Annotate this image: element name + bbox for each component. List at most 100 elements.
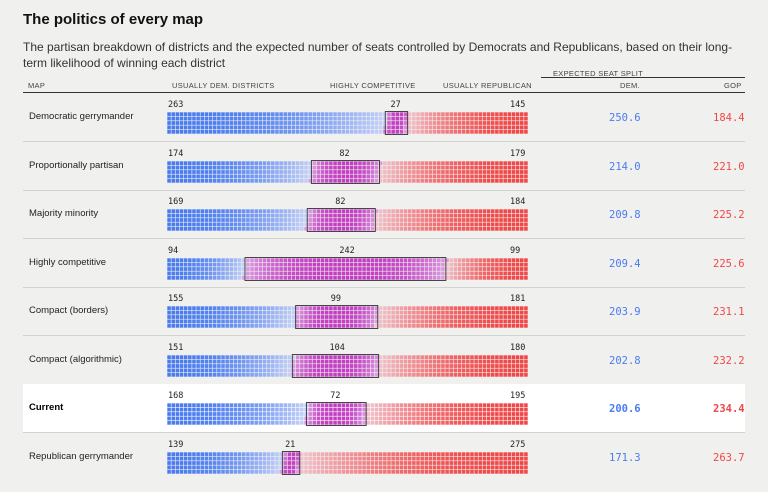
district-cell bbox=[490, 266, 495, 271]
district-cell bbox=[449, 372, 454, 377]
district-cell bbox=[308, 174, 312, 178]
district-cell bbox=[391, 174, 395, 178]
district-cell bbox=[254, 226, 258, 231]
district-cell bbox=[354, 451, 358, 456]
district-cell bbox=[478, 169, 483, 174]
district-cell bbox=[453, 129, 458, 134]
district-cell bbox=[490, 213, 495, 218]
district-cell bbox=[482, 174, 487, 178]
district-cell bbox=[378, 451, 383, 456]
district-cell bbox=[499, 112, 503, 117]
district-cell bbox=[312, 165, 317, 169]
district-cell bbox=[466, 218, 470, 222]
district-cell bbox=[524, 403, 528, 408]
district-cell bbox=[246, 359, 250, 363]
district-cell bbox=[212, 116, 217, 121]
district-cell bbox=[287, 310, 292, 315]
district-cell bbox=[453, 257, 458, 262]
district-cell bbox=[441, 275, 445, 280]
district-cell bbox=[225, 368, 229, 372]
district-cell bbox=[258, 354, 263, 359]
district-cell bbox=[424, 412, 429, 416]
district-cell bbox=[175, 129, 180, 134]
district-cell bbox=[362, 306, 366, 311]
district-cell bbox=[478, 306, 483, 311]
district-cell bbox=[387, 169, 391, 174]
district-cell bbox=[482, 271, 487, 275]
district-cell bbox=[362, 412, 366, 416]
district-cell bbox=[254, 169, 258, 174]
district-cell bbox=[499, 174, 503, 178]
district-cell bbox=[304, 125, 308, 130]
district-cell bbox=[453, 266, 458, 271]
gop-seats-value: 234.4 bbox=[713, 403, 745, 415]
district-cell bbox=[441, 451, 445, 456]
district-cell bbox=[175, 460, 180, 465]
district-cell bbox=[466, 262, 470, 266]
district-cell bbox=[470, 460, 474, 465]
district-cell bbox=[461, 160, 466, 165]
district-cell bbox=[474, 465, 478, 469]
dem-seats-value: 209.8 bbox=[609, 209, 641, 221]
district-cell bbox=[329, 363, 333, 368]
district-cell bbox=[432, 169, 437, 174]
district-cell bbox=[329, 368, 333, 372]
district-cell bbox=[200, 416, 205, 421]
district-cell bbox=[204, 323, 209, 328]
district-cell bbox=[503, 372, 507, 377]
district-cell bbox=[490, 407, 495, 412]
district-cell bbox=[424, 209, 429, 214]
district-cell bbox=[258, 218, 263, 222]
district-cell bbox=[362, 359, 366, 363]
district-cell bbox=[171, 460, 175, 465]
district-cell bbox=[466, 169, 470, 174]
district-cell bbox=[341, 403, 346, 408]
district-cell bbox=[329, 121, 333, 125]
district-cell bbox=[370, 416, 375, 421]
district-cell bbox=[275, 209, 279, 214]
district-cell bbox=[428, 469, 433, 474]
district-cell bbox=[324, 226, 329, 231]
district-cell bbox=[428, 359, 433, 363]
district-cell bbox=[333, 359, 337, 363]
district-cell bbox=[304, 222, 308, 227]
district-cell bbox=[387, 310, 391, 315]
district-cell bbox=[470, 174, 474, 178]
district-cell bbox=[291, 213, 296, 218]
district-cell bbox=[275, 222, 279, 227]
district-cell bbox=[171, 368, 175, 372]
district-cell bbox=[416, 416, 420, 421]
district-cell bbox=[412, 160, 416, 165]
district-cell bbox=[271, 323, 275, 328]
district-cell bbox=[420, 465, 424, 469]
district-cell bbox=[241, 315, 246, 319]
district-cell bbox=[478, 359, 483, 363]
district-cell bbox=[329, 372, 333, 377]
district-cell bbox=[312, 465, 317, 469]
district-cell bbox=[208, 174, 213, 178]
district-cell bbox=[241, 465, 246, 469]
district-cell bbox=[192, 165, 196, 169]
district-cell bbox=[241, 275, 246, 280]
district-cell bbox=[316, 165, 321, 169]
district-cell bbox=[387, 222, 391, 227]
district-cell bbox=[237, 226, 242, 231]
district-cell bbox=[524, 218, 528, 222]
district-cell bbox=[374, 271, 379, 275]
district-cell bbox=[432, 125, 437, 130]
district-cell bbox=[233, 112, 238, 117]
district-cell bbox=[366, 403, 371, 408]
district-cell bbox=[316, 125, 321, 130]
district-cell bbox=[378, 266, 383, 271]
header-gop-seats: GOP bbox=[724, 81, 742, 90]
district-cell bbox=[341, 266, 346, 271]
district-cell bbox=[333, 319, 337, 324]
district-cell bbox=[229, 218, 234, 222]
district-cell bbox=[416, 306, 420, 311]
district-cell bbox=[495, 412, 499, 416]
district-cell bbox=[387, 315, 391, 319]
district-cell bbox=[329, 209, 333, 214]
district-cell bbox=[262, 209, 267, 214]
district-cell bbox=[499, 363, 503, 368]
district-cell bbox=[453, 469, 458, 474]
